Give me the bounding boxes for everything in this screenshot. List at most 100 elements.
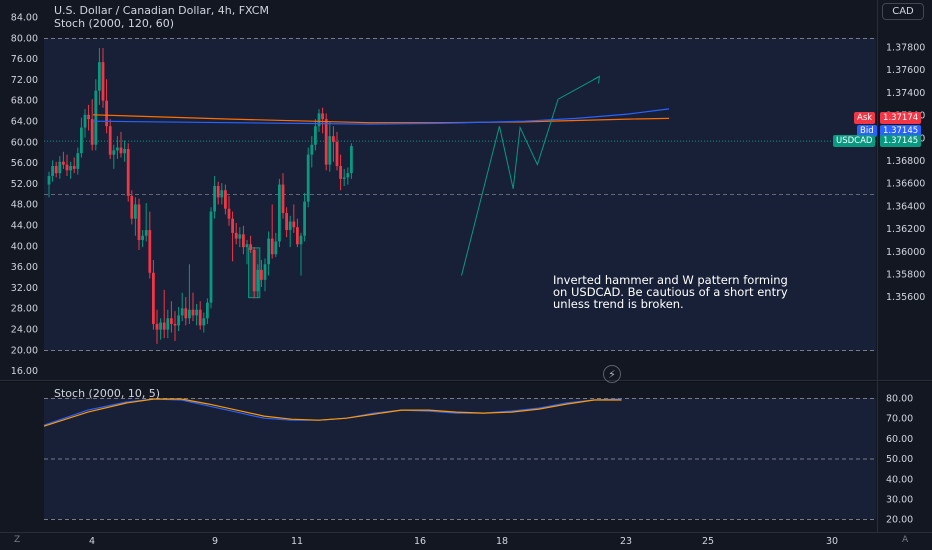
- time-axis-tick: 30: [826, 536, 838, 547]
- candle-body: [170, 318, 173, 324]
- candle-body: [317, 113, 321, 127]
- candle-body: [213, 185, 216, 212]
- left-axis-tick: 24.00: [11, 325, 38, 336]
- timezone-button[interactable]: Z: [14, 535, 21, 545]
- candle-body: [188, 309, 191, 319]
- candle-body: [263, 264, 267, 280]
- candle-body: [234, 232, 238, 239]
- indicator-legend-upper[interactable]: Stoch (2000, 120, 60): [54, 17, 175, 30]
- candle-body: [123, 148, 126, 154]
- candle-body: [242, 234, 245, 248]
- candle-body: [72, 166, 76, 169]
- candle-body: [342, 177, 346, 179]
- symbol-tag-value: 1.37145: [880, 135, 922, 147]
- candle-body: [65, 164, 69, 171]
- right-axis-tick: 1.37600: [886, 65, 925, 76]
- candle-body: [90, 119, 94, 145]
- annotation-line: on USDCAD. Be cautious of a short entry: [553, 285, 788, 299]
- left-axis-tick: 28.00: [11, 304, 38, 315]
- candle-body: [130, 195, 134, 219]
- candle-body: [80, 127, 83, 154]
- candle-body: [314, 126, 317, 145]
- candle-body: [321, 113, 324, 120]
- candle-body: [220, 190, 224, 198]
- candle-body: [47, 176, 51, 185]
- right-axis-tick: 1.37400: [886, 88, 925, 99]
- candle-body: [288, 221, 292, 231]
- left-axis-tick: 84.00: [11, 13, 38, 24]
- blue-moving-average: [92, 108, 670, 125]
- annotation-line: Inverted hammer and W pattern forming: [553, 273, 788, 287]
- time-axis-tick: 25: [702, 536, 714, 547]
- candle-body: [296, 227, 299, 245]
- candle-body: [137, 204, 141, 241]
- right-axis-tick: 1.35600: [886, 292, 925, 303]
- time-axis-tick: 16: [414, 536, 426, 547]
- candle-body: [76, 153, 80, 169]
- time-axis-tick: 23: [620, 536, 632, 547]
- candle-body: [303, 201, 306, 236]
- right-axis-tick: 1.37800: [886, 43, 925, 54]
- left-axis-tick: 20.00: [11, 345, 38, 356]
- candle-body: [335, 141, 339, 167]
- candle-body: [256, 269, 260, 292]
- oscillator-axis-tick: 20.00: [886, 515, 913, 526]
- right-axis-tick: 1.36200: [886, 224, 925, 235]
- candle-body: [249, 244, 252, 250]
- candle-body: [270, 238, 274, 255]
- candle-body: [116, 147, 119, 151]
- candle-body: [152, 272, 155, 324]
- candle-body: [108, 126, 112, 155]
- candle-body: [231, 218, 234, 233]
- candle-body: [83, 114, 87, 128]
- candle-body: [224, 190, 227, 209]
- candle-body: [260, 269, 263, 280]
- candle-body: [126, 148, 130, 196]
- left-axis-tick: 72.00: [11, 75, 38, 86]
- w-pattern-projection: [461, 75, 600, 276]
- candle-body: [159, 322, 162, 330]
- chart-text-annotation[interactable]: Inverted hammer and W pattern forming on…: [553, 274, 853, 310]
- candle-body: [278, 184, 281, 242]
- left-axis-tick: 76.00: [11, 54, 38, 65]
- left-axis-tick: 32.00: [11, 283, 38, 294]
- lightning-icon[interactable]: ⚡: [603, 365, 621, 383]
- symbol-tag-label: USDCAD: [833, 135, 876, 147]
- candle-body: [177, 315, 180, 326]
- candle-body: [310, 144, 314, 155]
- candle-body: [184, 308, 188, 319]
- stoch-d-line: [43, 398, 622, 427]
- symbol-title[interactable]: U.S. Dollar / Canadian Dollar, 4h, FXCM: [54, 4, 269, 17]
- candle-body: [166, 318, 170, 330]
- candle-body: [198, 309, 202, 326]
- candle-body: [195, 309, 198, 316]
- projection-arrowhead: [593, 75, 601, 84]
- right-axis-tick: 1.35800: [886, 270, 925, 281]
- candle-body: [285, 212, 288, 231]
- candle-body: [209, 211, 213, 303]
- currency-button[interactable]: CAD: [882, 3, 924, 20]
- auto-scale-button[interactable]: A: [902, 535, 909, 545]
- candle-body: [299, 235, 303, 245]
- right-axis-tick: 1.36600: [886, 179, 925, 190]
- indicator-legend-lower[interactable]: Stoch (2000, 10, 5): [54, 387, 161, 400]
- candle-body: [141, 235, 144, 241]
- candle-body: [281, 184, 285, 213]
- right-axis-tick: 1.36800: [886, 156, 925, 167]
- candle-body: [105, 100, 108, 127]
- left-axis-tick: 52.00: [11, 179, 38, 190]
- left-axis-tick: 36.00: [11, 262, 38, 273]
- candle-body: [101, 62, 105, 101]
- candle-body: [191, 309, 195, 316]
- candle-body: [227, 208, 231, 219]
- candle-body: [180, 308, 184, 316]
- candle-body: [69, 166, 72, 171]
- candle-body: [252, 249, 256, 292]
- candle-body: [202, 318, 206, 326]
- candle-body: [51, 166, 54, 177]
- time-axis-tick: 11: [291, 536, 303, 547]
- candle-body: [328, 136, 332, 165]
- candle-body: [144, 230, 148, 236]
